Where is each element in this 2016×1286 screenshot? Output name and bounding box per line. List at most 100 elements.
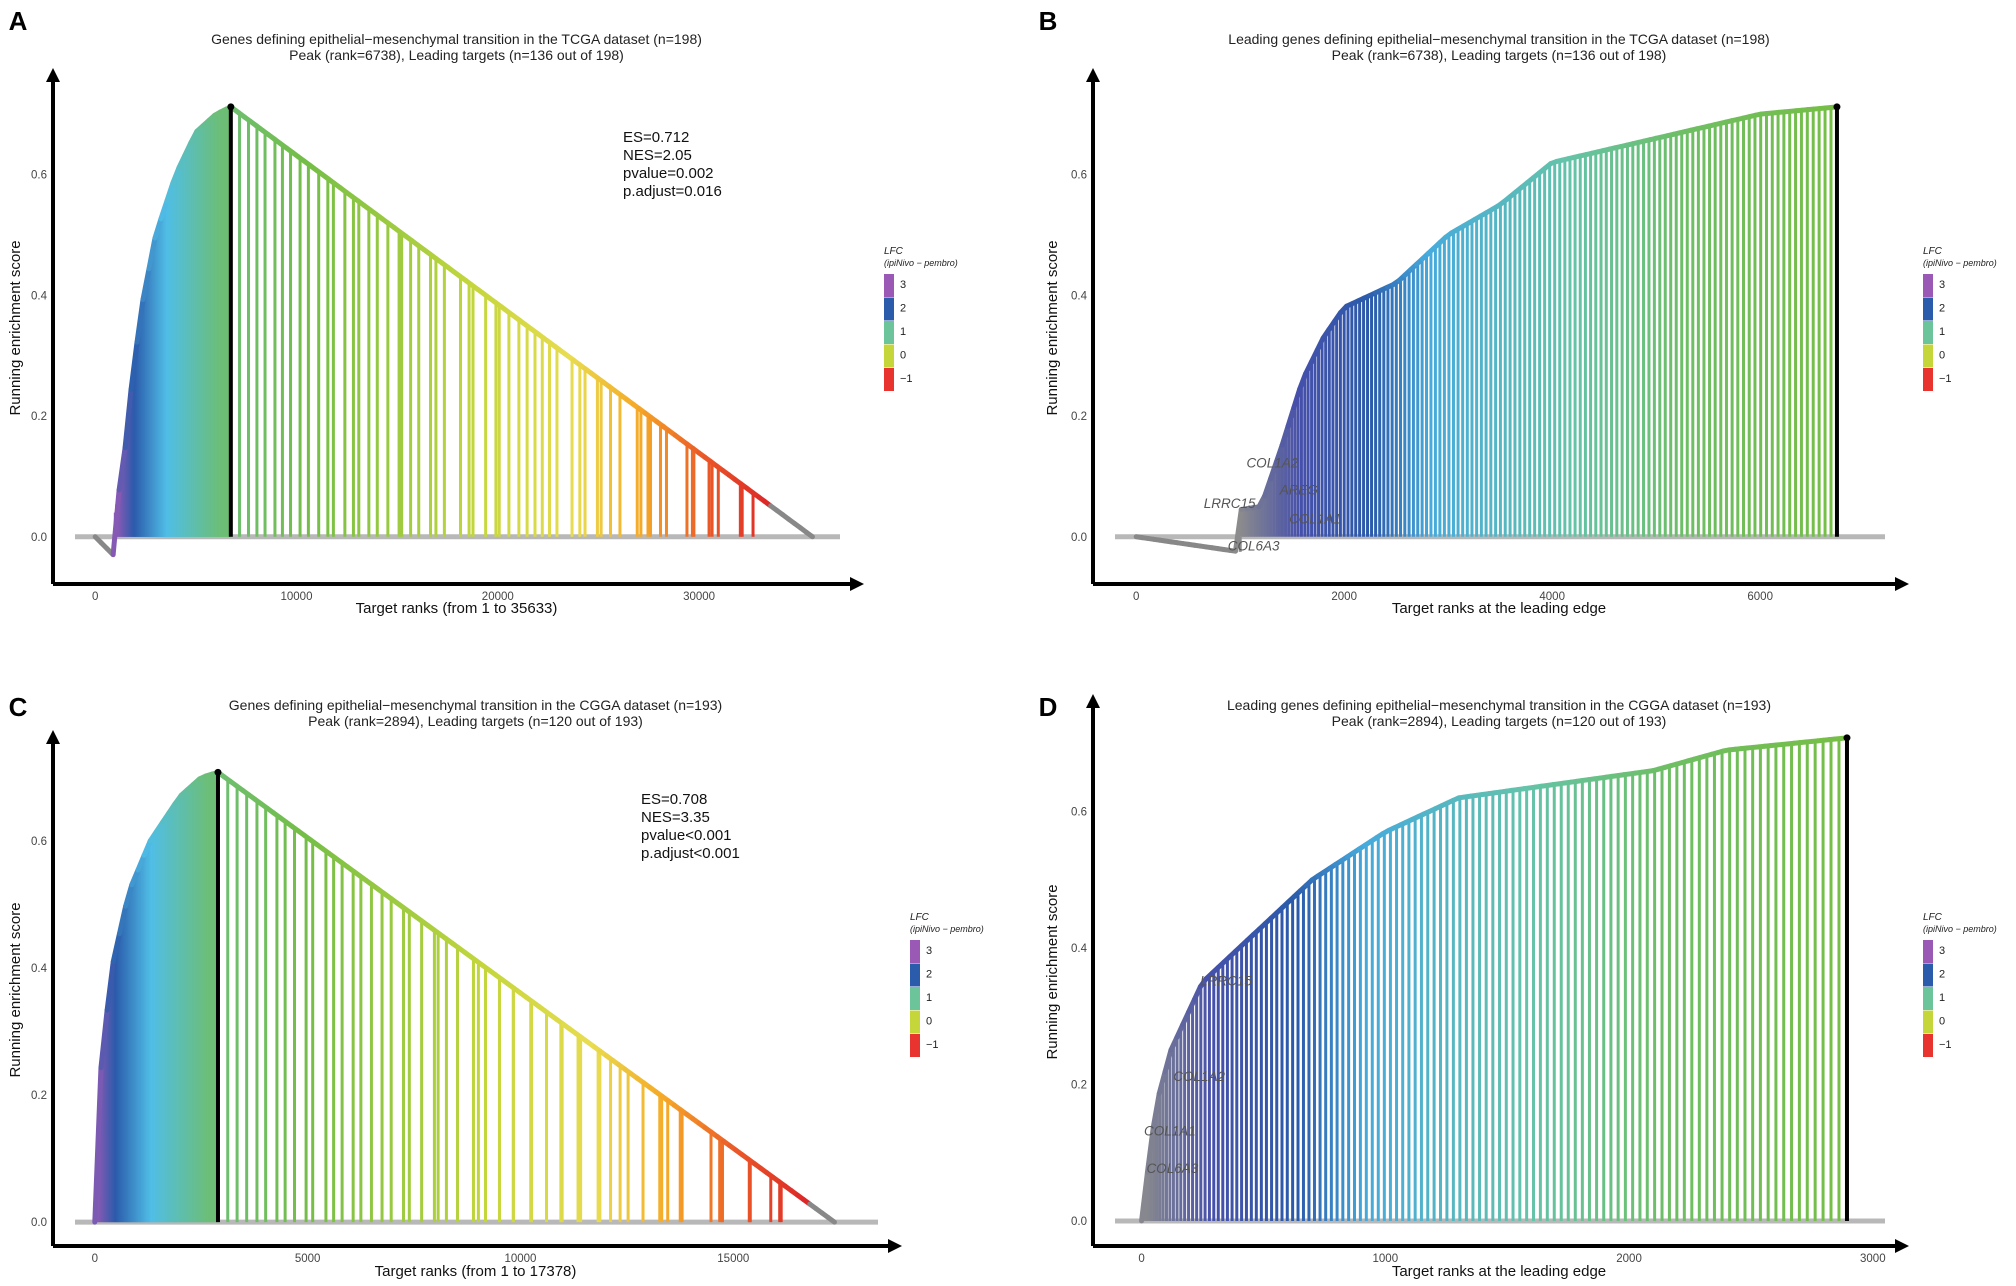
legend-value: 0 [1939,350,1945,362]
chart-subtitle: Peak (rank=2894), Leading targets (n=120… [1332,713,1667,729]
x-tick-label: 6000 [1747,591,1773,603]
curve-segment [1144,1124,1156,1175]
y-axis-label: Running enrichment score [7,240,24,415]
legend-value: 3 [926,945,932,957]
legend-swatch [1923,297,1933,321]
peak-point [1843,734,1851,742]
curve-segment [804,529,815,540]
y-tick-label: 0.6 [31,170,47,182]
legend-value: 1 [900,326,906,338]
legend-value: 2 [1939,303,1945,315]
curve-segment [1262,476,1274,499]
y-tick-label: 0.2 [1071,1079,1087,1091]
x-tick-label: 3000 [1860,1253,1886,1265]
stat-text: pvalue=0.002 [623,165,714,182]
x-tick-label: 0 [92,1253,98,1265]
curve-segment [1232,506,1244,554]
curve-segment [116,903,129,937]
y-tick-label: 0.4 [31,290,48,302]
curve-segment [1162,1047,1174,1075]
x-tick-label: 15000 [717,1253,749,1265]
gene-label: LRRC15 [1204,496,1256,511]
x-axis-arrow [1895,1239,1909,1253]
curve-segment [128,339,140,392]
legend-swatch [910,1034,920,1057]
panel-D: D Leading genes defining epithelial−mesen… [1039,692,1997,1280]
chart-subtitle: Peak (rank=6738), Leading targets (n=136… [1332,47,1667,63]
curve-segment [122,386,134,451]
lfc-legend: LFC(ipiNivo − pembro) 3 2 1 0 −1 [1923,246,1997,391]
legend-swatch [1923,1010,1933,1034]
legend-value: 2 [900,303,906,315]
stat-text: p.adjust=0.016 [623,183,722,200]
x-tick-label: 10000 [281,591,313,603]
legend-subtitle: (ipiNivo − pembro) [1923,258,1997,268]
chart-title: Leading genes defining epithelial−mesenc… [1227,697,1771,713]
legend-subtitle: (ipiNivo − pembro) [1923,924,1997,934]
y-tick-label: 0.0 [31,1217,47,1229]
x-tick-label: 5000 [295,1253,321,1265]
curve-segment [1279,423,1291,448]
x-tick-label: 1000 [1373,1253,1399,1265]
x-tick-label: 30000 [683,591,715,603]
y-tick-label: 0.0 [1071,532,1087,544]
curve-segment [98,1007,110,1071]
x-axis-arrow [888,1239,902,1253]
curve-segment [92,1065,104,1225]
y-axis-label: Running enrichment score [1044,240,1061,415]
legend-value: 1 [1939,992,1945,1004]
legend-swatch [1923,344,1933,368]
panel-letter: D [1039,692,1058,722]
legend-swatch [1923,321,1933,344]
y-axis-label: Running enrichment score [1044,884,1061,1059]
curve-segment [170,165,182,186]
y-tick-label: 0.6 [1071,170,1087,182]
enrichment-curve [1133,104,1840,554]
gene-label: COL6A3 [1146,1161,1198,1176]
chart-title: Leading genes defining epithelial−mesenc… [1228,31,1769,47]
x-tick-label: 0 [1133,591,1139,603]
curve-segment [1156,1069,1168,1097]
y-tick-label: 0.6 [31,836,47,848]
curve-segment [116,445,128,493]
y-tick-label: 0.4 [1071,943,1088,955]
legend-swatch [1923,274,1933,297]
curve-segment [152,216,164,241]
peak-point [214,768,222,776]
gene-label: LRRC15 [1200,974,1252,989]
gene-label: COL6A3 [1228,539,1280,554]
panel-C: C Genes defining epithelial−mesenchymal t… [7,692,984,1280]
x-axis-arrow [850,577,864,591]
curve-segment [1273,442,1285,465]
y-tick-label: 0.2 [31,1090,47,1102]
gene-label: COL1A2 [1246,455,1298,470]
legend-title: LFC [1923,246,1943,257]
legend-value: 1 [1939,326,1945,338]
legend-title: LFC [1923,912,1943,923]
legend-swatch [910,987,920,1010]
legend-swatch [1923,368,1933,391]
curve-segment [140,266,152,303]
x-tick-label: 0 [1138,1253,1144,1265]
gene-label: AREG [1279,482,1318,497]
legend-value: −1 [1939,373,1952,385]
lfc-legend: LFC(ipiNivo − pembro) 3 2 1 0 −1 [884,246,958,391]
gene-label: COL1A2 [1173,1069,1225,1084]
gene-lines [1141,737,1849,1221]
legend-value: 0 [1939,1016,1945,1028]
x-tick-label: 4000 [1539,591,1565,603]
x-tick-label: 10000 [504,1253,536,1265]
chart-title: Genes defining epithelial−mesenchymal tr… [211,31,702,47]
curve-segment [134,297,146,345]
legend-value: 2 [1939,969,1945,981]
stat-text: ES=0.708 [641,791,707,808]
curve-segment [146,235,158,272]
legend-title: LFC [884,246,904,257]
legend-swatch [884,321,894,344]
curve-segment [825,1215,837,1225]
x-axis-label: Target ranks (from 1 to 35633) [356,600,558,617]
x-tick-label: 0 [92,591,98,603]
curve-segment [1268,459,1279,482]
y-tick-label: 0.4 [1071,290,1088,302]
